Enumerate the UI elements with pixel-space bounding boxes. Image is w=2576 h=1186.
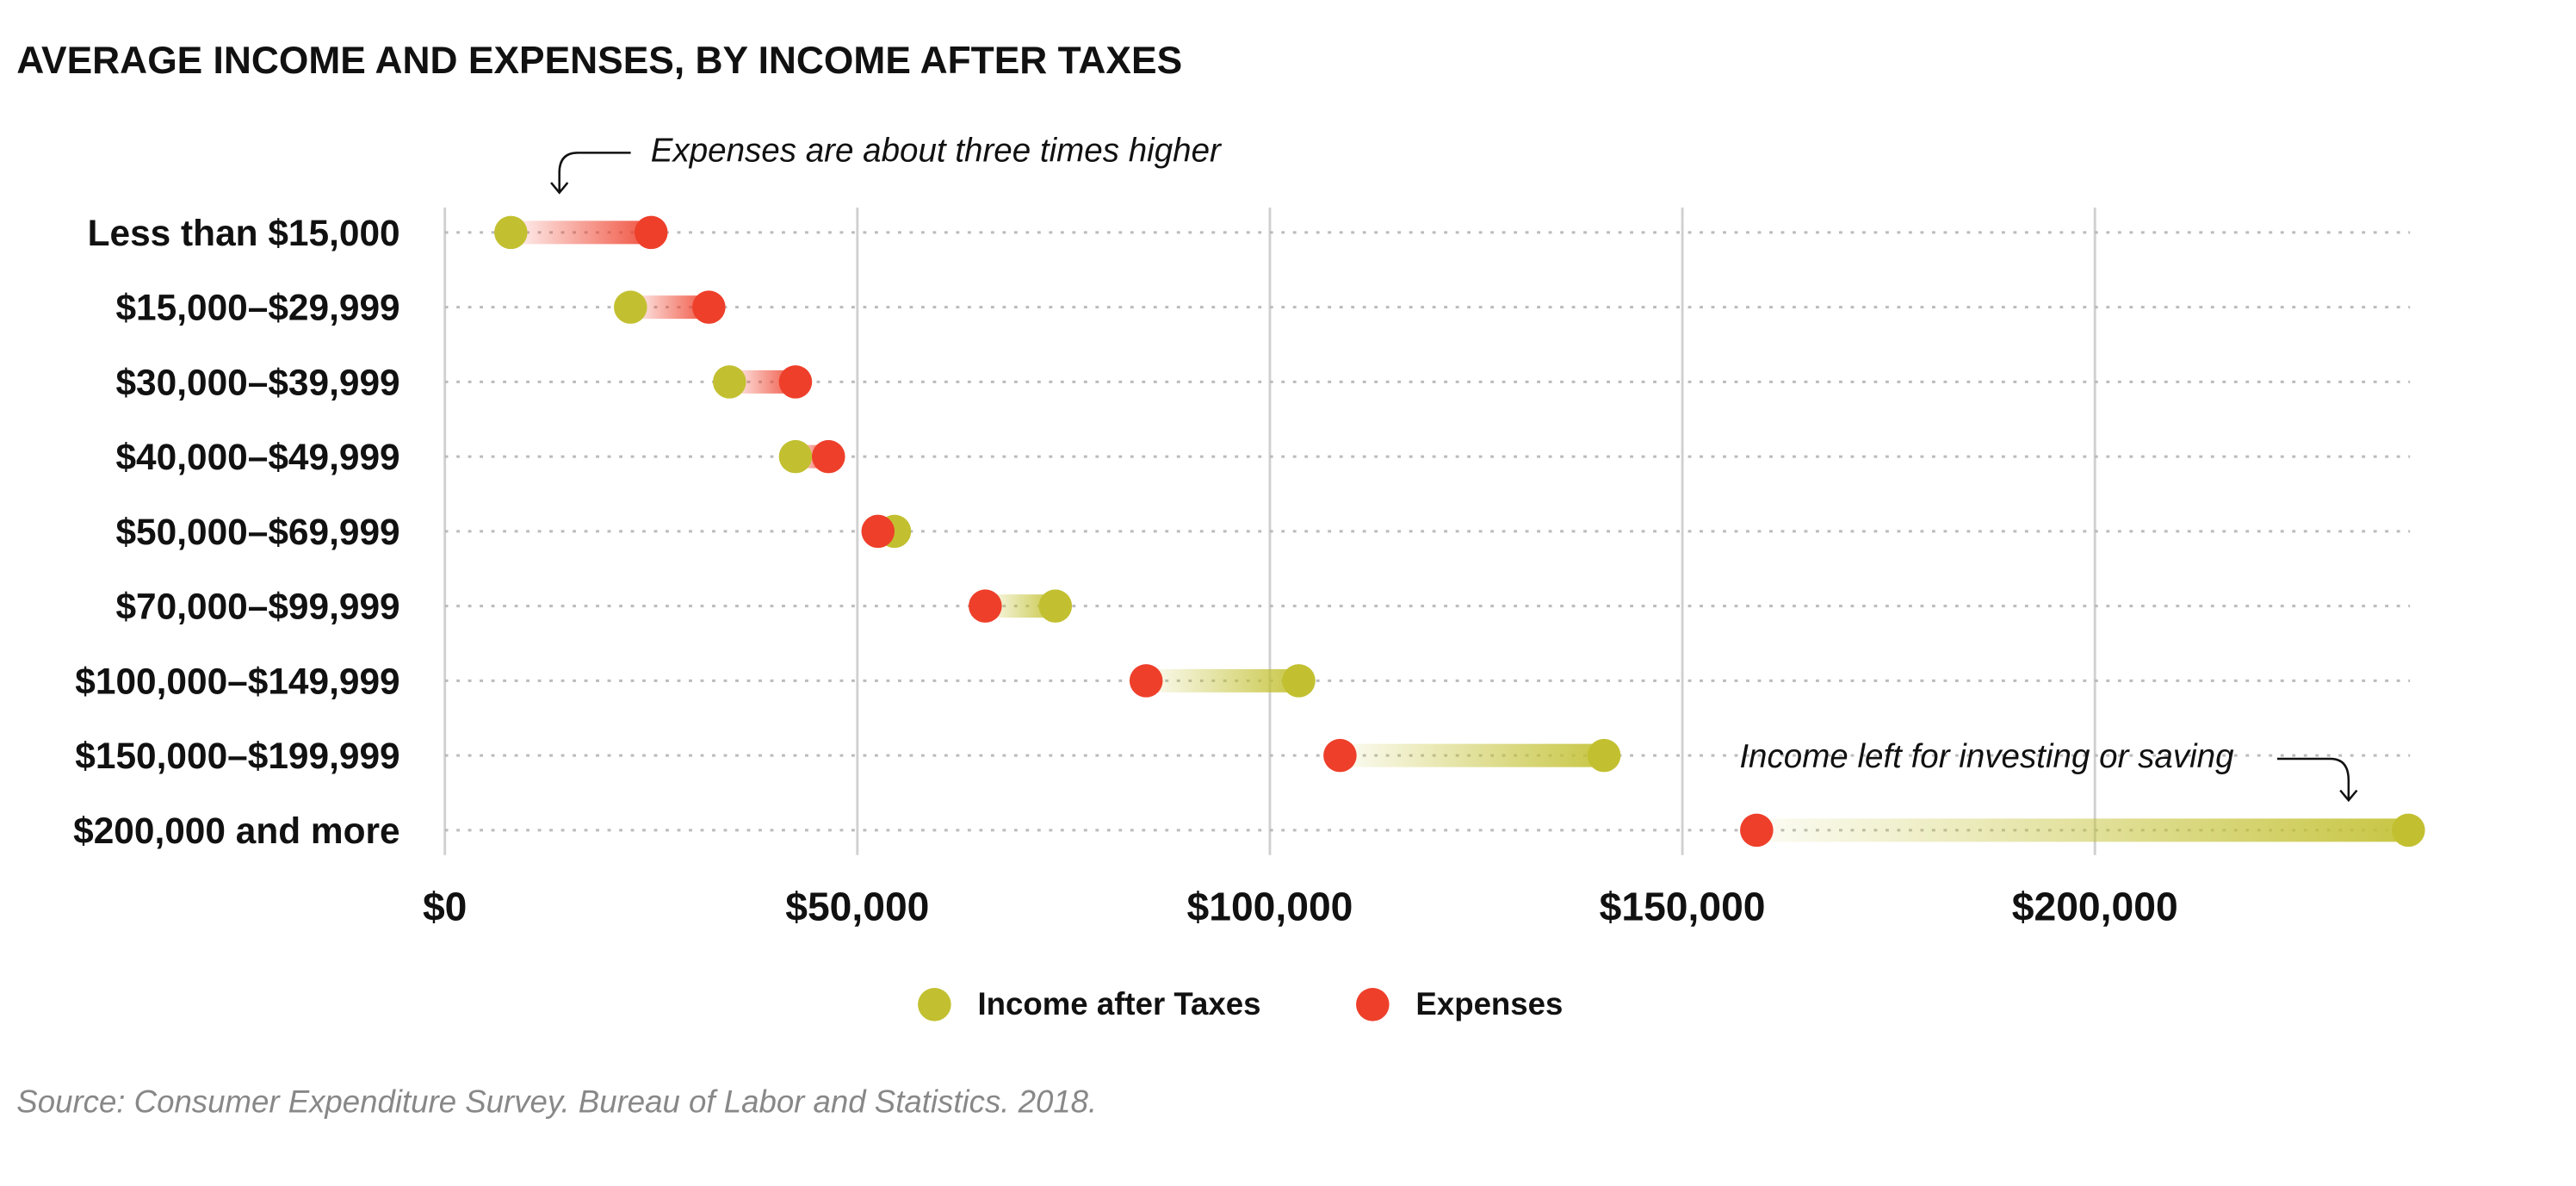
x-tick-label: $200,000 [2012,885,2178,929]
x-tick-label: $50,000 [785,885,929,929]
dot [778,439,813,474]
dot [1282,664,1316,698]
gap-bar [1756,818,2409,842]
y-tick-label: $40,000–$49,999 [115,437,399,477]
dot [713,365,746,399]
x-tick-label: $0 [423,885,467,929]
dot [1038,589,1073,623]
chart-title: AVERAGE INCOME AND EXPENSES, BY INCOME A… [16,40,1182,82]
x-tick-label: $150,000 [1600,885,1766,929]
dot [692,290,726,324]
dot [1129,664,1163,698]
legend-marker [1356,988,1390,1021]
x-tick-label: $100,000 [1187,885,1353,929]
annotation: Expenses are about three times higher [651,133,1223,170]
source-note: Source: Consumer Expenditure Survey. Bur… [16,1084,1097,1120]
y-tick-label: Less than $15,000 [88,213,400,253]
dot [1323,738,1357,773]
legend-label: Income after Taxes [978,986,1261,1021]
y-tick-label: $50,000–$69,999 [115,512,399,552]
dot [778,365,813,399]
legend-marker [918,988,951,1021]
legend-label: Expenses [1415,986,1563,1021]
y-tick-label: $30,000–$39,999 [115,362,399,402]
gap-bar [511,220,652,245]
y-tick-label: $100,000–$149,999 [75,661,399,701]
dot [969,589,1002,623]
gap-bar [1340,743,1605,767]
dot [2392,813,2425,848]
annotation: Income left for investing or saving [1739,738,2234,775]
y-tick-label: $200,000 and more [73,810,400,851]
annotation-arrow [550,152,631,195]
dot [494,215,528,250]
dot [861,514,895,549]
dot [1587,738,1621,773]
gap-bar [1146,668,1299,692]
dot [614,290,647,324]
y-tick-label: $15,000–$29,999 [115,288,399,328]
annotation-arrow [2276,757,2358,803]
y-tick-label: $150,000–$199,999 [75,736,399,776]
dot [812,439,845,474]
dot [1740,813,1774,848]
y-tick-label: $70,000–$99,999 [115,587,399,627]
dot [634,215,668,250]
